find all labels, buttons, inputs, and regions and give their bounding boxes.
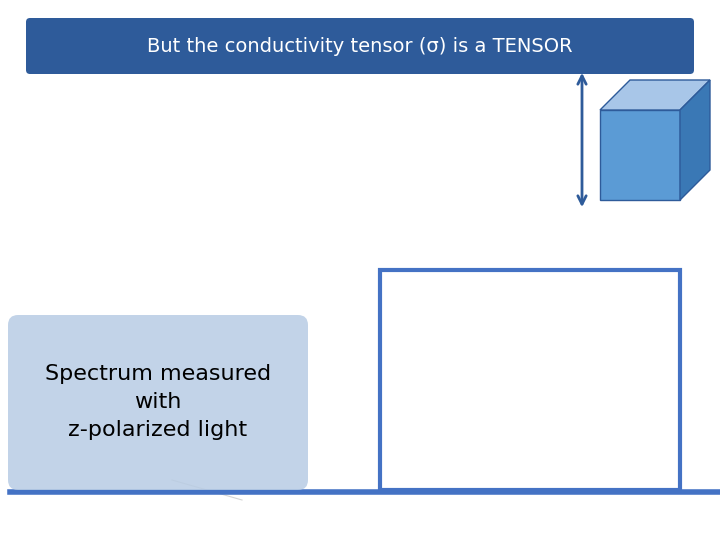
FancyBboxPatch shape xyxy=(8,315,308,490)
Polygon shape xyxy=(600,80,710,110)
Polygon shape xyxy=(600,110,680,200)
FancyBboxPatch shape xyxy=(380,270,680,490)
Text: Spectrum measured
with
z-polarized light: Spectrum measured with z-polarized light xyxy=(45,364,271,441)
FancyBboxPatch shape xyxy=(26,18,694,74)
Text: But the conductivity tensor (σ) is a TENSOR: But the conductivity tensor (σ) is a TEN… xyxy=(147,37,573,56)
Polygon shape xyxy=(680,80,710,200)
